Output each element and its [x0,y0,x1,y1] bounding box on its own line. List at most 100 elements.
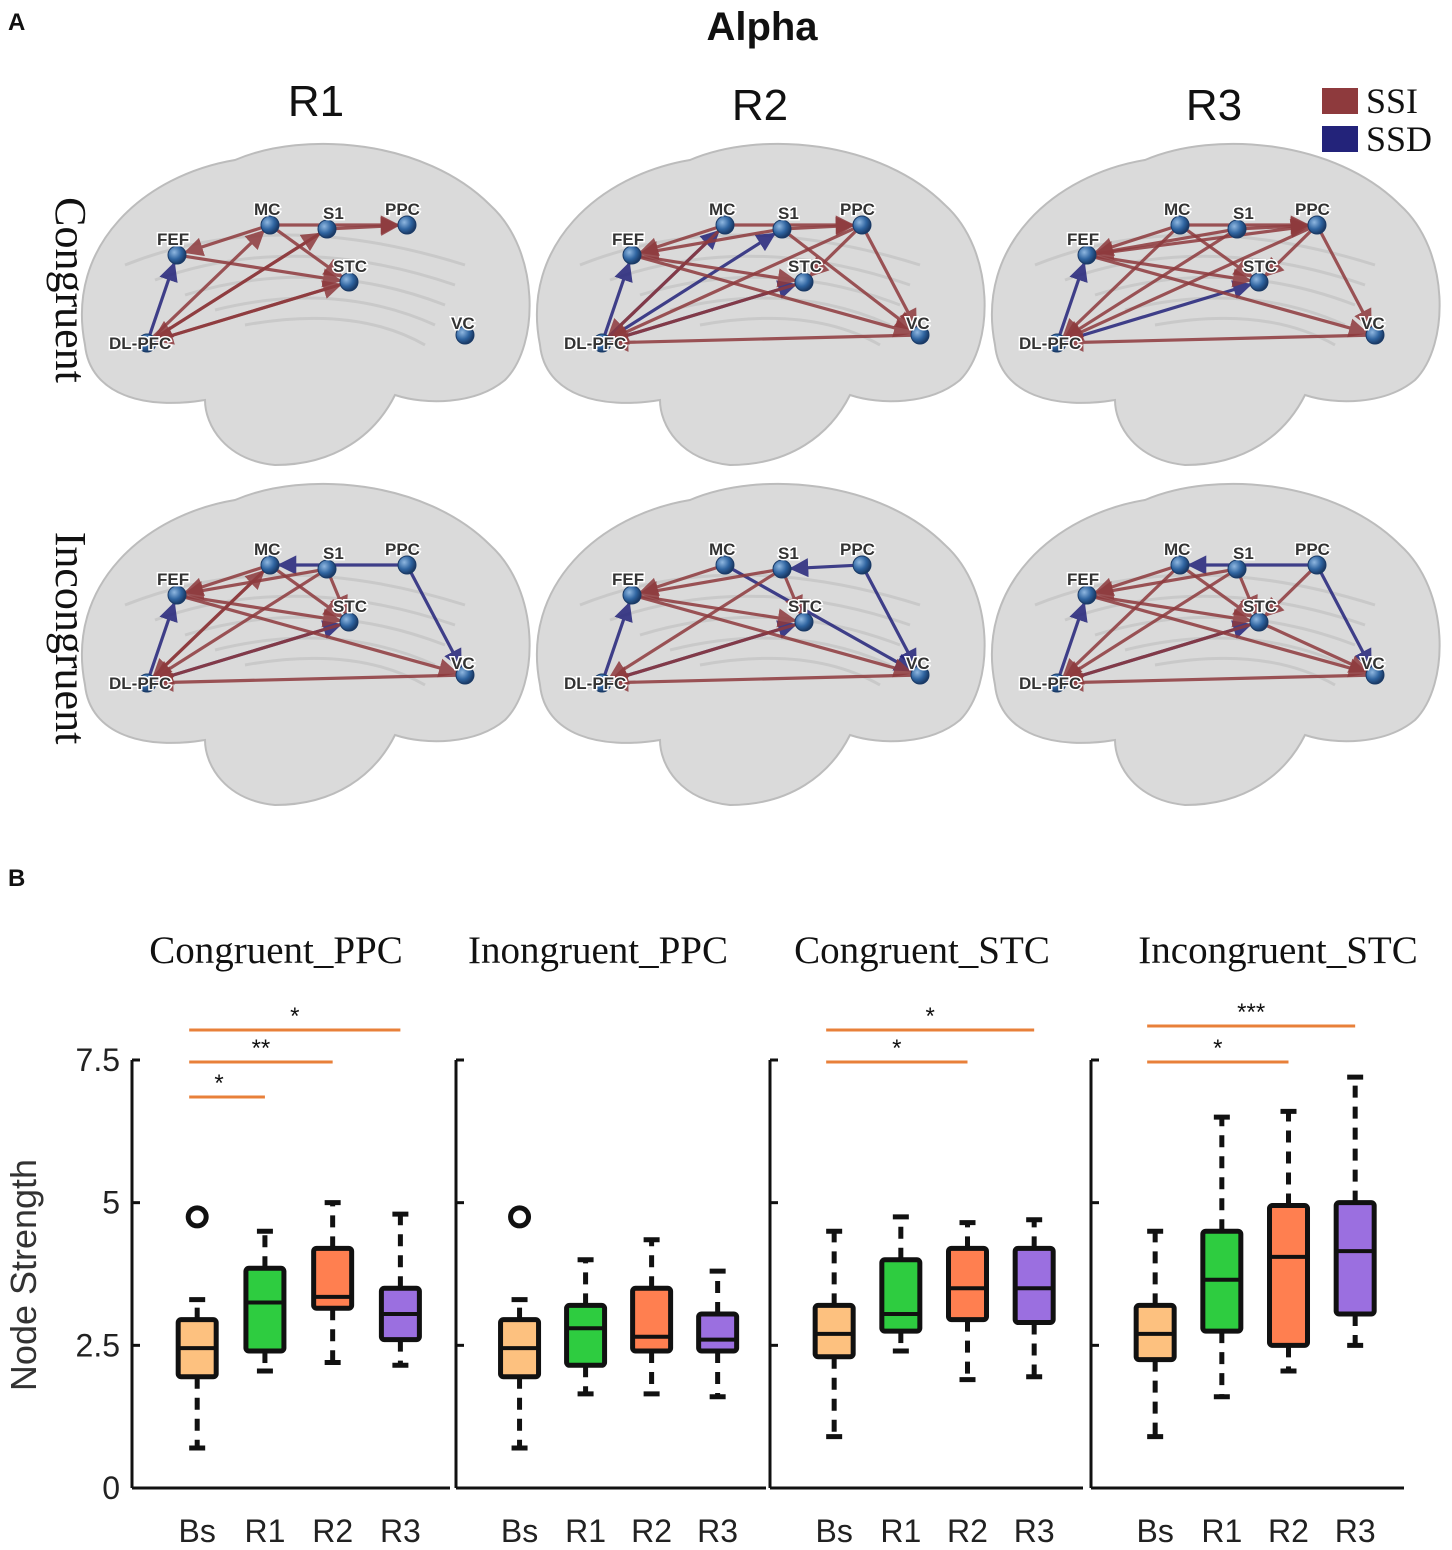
brain-gyrus [154,254,456,287]
network-edge-dl-mc [152,229,265,338]
node-mc [715,555,735,575]
node-label-stc: STC [1243,257,1277,276]
network-edge-stc-vc [1266,624,1369,673]
node-fef [622,585,642,605]
node-label-vc: VC [451,314,475,333]
node-stc [339,272,359,292]
legend-label-ssi: SSI [1366,81,1418,121]
x-tick-label-r3: R3 [1335,1513,1376,1549]
network-edge-mc-dl [1062,230,1175,339]
significance-stars: ** [252,1035,271,1062]
significance-bs-r2: * [1147,1035,1289,1064]
node-label-fef: FEF [1067,230,1099,249]
plot-title: Inongruent_PPC [468,929,728,972]
box-r2 [1267,1108,1311,1374]
legend-swatch-ssd [1322,126,1358,152]
box-iqr [1267,1203,1311,1348]
y-tick-label: 2.5 [76,1327,120,1363]
network-edge-mc-vc [732,568,914,672]
network-edge-ppc-dl [608,227,855,341]
node-label-fef: FEF [157,570,189,589]
box-iqr [630,1285,674,1354]
node-vc [455,325,475,345]
node-fef [167,245,187,265]
node-label-s1: S1 [778,544,799,563]
node-label-fef: FEF [157,230,189,249]
network-edge-stc-dl [153,283,341,345]
network-edge-s1-dl [607,572,776,680]
node-s1 [1227,219,1247,239]
box-r1 [1200,1114,1244,1400]
node-stc [339,612,359,632]
brain-tile-1: MC S1 PPC FEF STC DL-PFC VC [80,142,531,467]
brain-gyrus [609,254,911,287]
node-stc [794,272,814,292]
node-label-ppc: PPC [385,200,420,219]
network-edge-dl-stc [1065,280,1253,342]
node-ppc [852,555,872,575]
network-edge-s1-ppc [335,216,400,236]
x-tick-label-r1: R1 [1201,1513,1242,1549]
significance-bs-r3: *** [1147,999,1356,1028]
node-dl [1047,333,1067,353]
outlier-point [508,1205,532,1229]
network-edge-s1-stc [1238,576,1258,616]
x-tick-label-r2: R2 [631,1513,672,1549]
brain-tile-2: MC S1 PPC FEF STC DL-PFC VC [535,142,986,467]
node-ppc [1307,215,1327,235]
network-edge-ppc-dl [1063,227,1310,341]
brain-network-grid: MC S1 PPC FEF STC DL-PFC VC MC S1 PPC FEF STC DL-PFC… [80,142,1441,807]
network-edge-fef-ppc [1095,218,1310,256]
network-edge-s1-fef [638,568,774,600]
node-fef [1077,585,1097,605]
node-label-s1: S1 [1233,544,1254,563]
node-label-stc: STC [333,597,367,616]
node-fef [167,585,187,605]
x-tick-label-r2: R2 [1268,1513,1309,1549]
box-r2 [311,1200,355,1365]
box-iqr [946,1245,990,1323]
y-axis-label: Node Strength [3,1159,44,1391]
y-tick-label: 0 [102,1470,120,1506]
brain-tile-5: MC S1 PPC FEF STC DL-PFC VC [535,482,986,807]
x-tick-label-bs: Bs [179,1513,216,1549]
node-s1 [317,559,337,579]
significance-bs-r3: * [189,1003,401,1032]
network-edge-stc-dl [153,623,341,685]
network-edge-dl-mc [152,569,265,678]
x-tick-label-r1: R1 [880,1513,921,1549]
network-edge-ppc-vc [864,572,918,669]
network-edge-mc-dl [607,230,720,339]
significance-bs-r3: * [826,1003,1035,1032]
node-ppc [397,215,417,235]
box-iqr [812,1302,856,1360]
x-tick-label-bs: Bs [1136,1513,1173,1549]
network-edge-s1-dl [152,232,321,340]
panel-a-letter: A [8,9,25,36]
node-label-ppc: PPC [1295,200,1330,219]
node-label-stc: STC [333,257,367,276]
node-label-ppc: PPC [385,540,420,559]
node-label-mc: MC [709,540,735,559]
significance-bs-r1: * [189,1070,265,1099]
plot-title: Congruent_STC [794,929,1050,972]
node-label-mc: MC [709,200,735,219]
plot-title: Incongruent_STC [1138,929,1417,972]
network-edge-ppc-s1 [789,558,854,578]
network-edge-fef-vc [640,595,914,678]
network-edge-vc-dl [1064,332,1367,352]
box-r3 [378,1211,422,1368]
network-edge-ppc-vc [1319,572,1373,669]
node-label-s1: S1 [1233,204,1254,223]
brain-silhouette [535,142,986,467]
network-edge-s1-dl [152,572,321,680]
y-tick-label: 5 [102,1185,120,1221]
node-fef [622,245,642,265]
node-mc [1170,555,1190,575]
significance-stars: *** [1237,999,1265,1026]
node-label-dl: DL-PFC [109,674,171,693]
brain-tile-4: MC S1 PPC FEF STC DL-PFC VC [80,482,531,807]
network-edge-fef-stc [640,254,798,288]
